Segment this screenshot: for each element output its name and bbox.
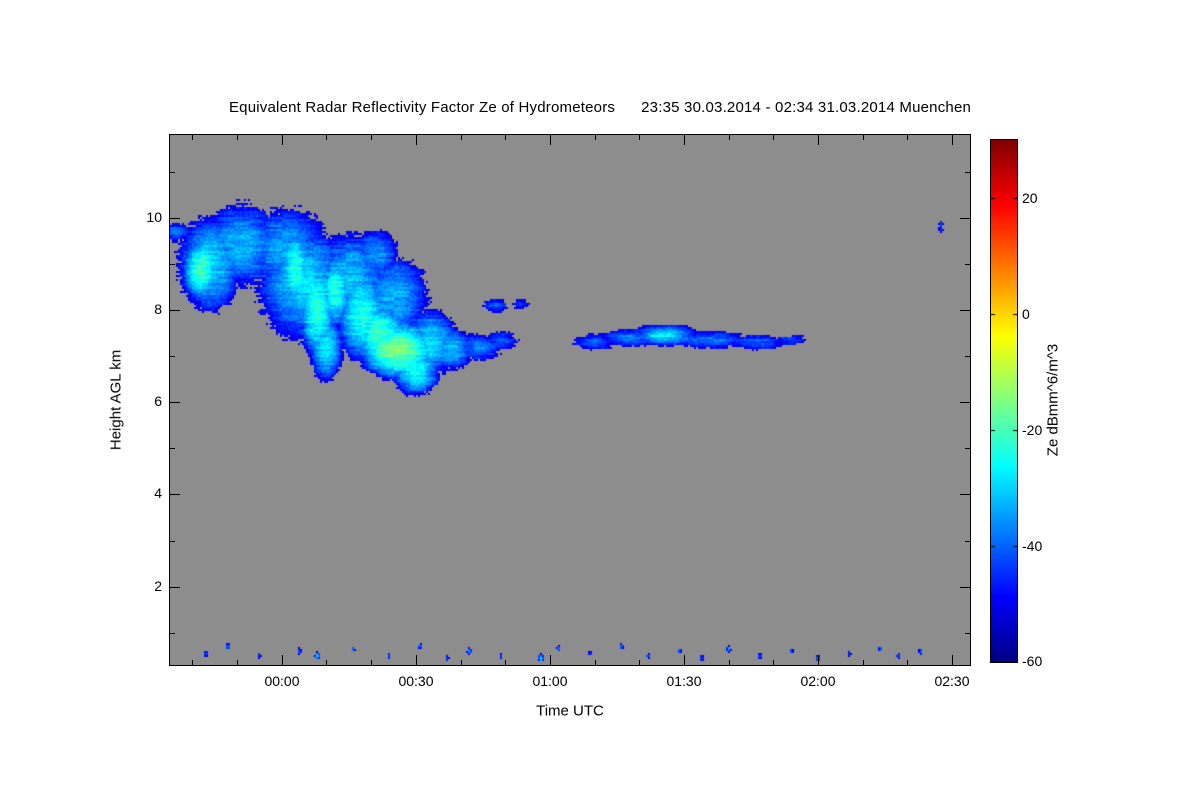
x-tick-label: 00:30 xyxy=(398,673,434,689)
colorbar-tick-label: 0 xyxy=(1022,306,1030,322)
y-minor-tick xyxy=(170,356,175,357)
y-minor-tick xyxy=(965,541,970,542)
x-major-tick xyxy=(416,135,417,145)
x-minor-tick xyxy=(639,660,640,665)
x-minor-tick xyxy=(863,660,864,665)
x-major-tick xyxy=(684,135,685,145)
x-minor-tick xyxy=(505,660,506,665)
y-major-tick xyxy=(960,494,970,495)
chart-daterange: 23:35 30.03.2014 - 02:34 31.03.2014 Muen… xyxy=(641,99,972,116)
x-axis-label: Time UTC xyxy=(536,702,604,720)
y-major-tick xyxy=(960,587,970,588)
x-minor-tick xyxy=(192,660,193,665)
y-major-tick xyxy=(170,402,180,403)
y-minor-tick xyxy=(965,172,970,173)
x-major-tick xyxy=(818,135,819,145)
x-minor-tick xyxy=(326,135,327,140)
x-minor-tick xyxy=(237,135,238,140)
y-tick-label: 4 xyxy=(154,485,162,501)
x-major-tick xyxy=(416,655,417,665)
x-major-tick xyxy=(550,655,551,665)
x-tick-label: 01:30 xyxy=(666,673,702,689)
colorbar-tick-label: -60 xyxy=(1022,653,1043,669)
y-minor-tick xyxy=(965,633,970,634)
y-minor-tick xyxy=(965,356,970,357)
x-tick-label: 02:30 xyxy=(934,673,970,689)
y-major-tick xyxy=(960,310,970,311)
x-minor-tick xyxy=(863,135,864,140)
x-minor-tick xyxy=(505,135,506,140)
x-minor-tick xyxy=(595,660,596,665)
x-minor-tick xyxy=(371,660,372,665)
y-major-tick xyxy=(960,402,970,403)
x-minor-tick xyxy=(729,135,730,140)
chart-title: Equivalent Radar Reflectivity Factor Ze … xyxy=(228,99,616,116)
y-major-tick xyxy=(170,218,180,219)
colorbar-label: Ze dBmm^6/m^3 xyxy=(1044,343,1062,457)
y-major-tick xyxy=(170,587,180,588)
y-minor-tick xyxy=(965,264,970,265)
x-minor-tick xyxy=(907,660,908,665)
y-major-tick xyxy=(170,494,180,495)
x-major-tick xyxy=(684,655,685,665)
y-tick-label: 10 xyxy=(146,209,162,225)
colorbar-tick-label: 20 xyxy=(1022,190,1038,206)
x-minor-tick xyxy=(371,135,372,140)
x-minor-tick xyxy=(595,135,596,140)
plot-canvas xyxy=(170,135,970,665)
y-minor-tick xyxy=(170,172,175,173)
x-minor-tick xyxy=(907,135,908,140)
y-tick-label: 8 xyxy=(154,301,162,317)
x-minor-tick xyxy=(326,660,327,665)
colorbar xyxy=(990,139,1018,663)
colorbar-canvas xyxy=(991,140,1017,662)
x-minor-tick xyxy=(237,660,238,665)
x-major-tick xyxy=(818,655,819,665)
y-minor-tick xyxy=(170,448,175,449)
y-minor-tick xyxy=(170,633,175,634)
y-axis-label: Height AGL km xyxy=(107,349,125,451)
x-tick-label: 01:00 xyxy=(532,673,568,689)
y-minor-tick xyxy=(965,448,970,449)
y-major-tick xyxy=(170,310,180,311)
y-minor-tick xyxy=(170,264,175,265)
x-minor-tick xyxy=(729,660,730,665)
chart-title-row: Equivalent Radar Reflectivity Factor Ze … xyxy=(0,99,1200,116)
x-minor-tick xyxy=(773,660,774,665)
x-minor-tick xyxy=(773,135,774,140)
y-major-tick xyxy=(960,218,970,219)
x-major-tick xyxy=(952,655,953,665)
colorbar-tick-label: -20 xyxy=(1022,422,1043,438)
x-major-tick xyxy=(550,135,551,145)
y-minor-tick xyxy=(170,541,175,542)
x-minor-tick xyxy=(461,135,462,140)
x-tick-label: 00:00 xyxy=(264,673,300,689)
colorbar-tick-label: -40 xyxy=(1022,538,1043,554)
x-minor-tick xyxy=(192,135,193,140)
x-major-tick xyxy=(952,135,953,145)
x-minor-tick xyxy=(639,135,640,140)
x-major-tick xyxy=(282,135,283,145)
x-minor-tick xyxy=(461,660,462,665)
x-tick-label: 02:00 xyxy=(800,673,836,689)
x-major-tick xyxy=(282,655,283,665)
y-tick-label: 2 xyxy=(154,578,162,594)
y-tick-label: 6 xyxy=(154,393,162,409)
plot-area: 00:00 00:30 01:00 01:30 02:00 02:30 2 4 6 8 10 xyxy=(146,134,971,689)
